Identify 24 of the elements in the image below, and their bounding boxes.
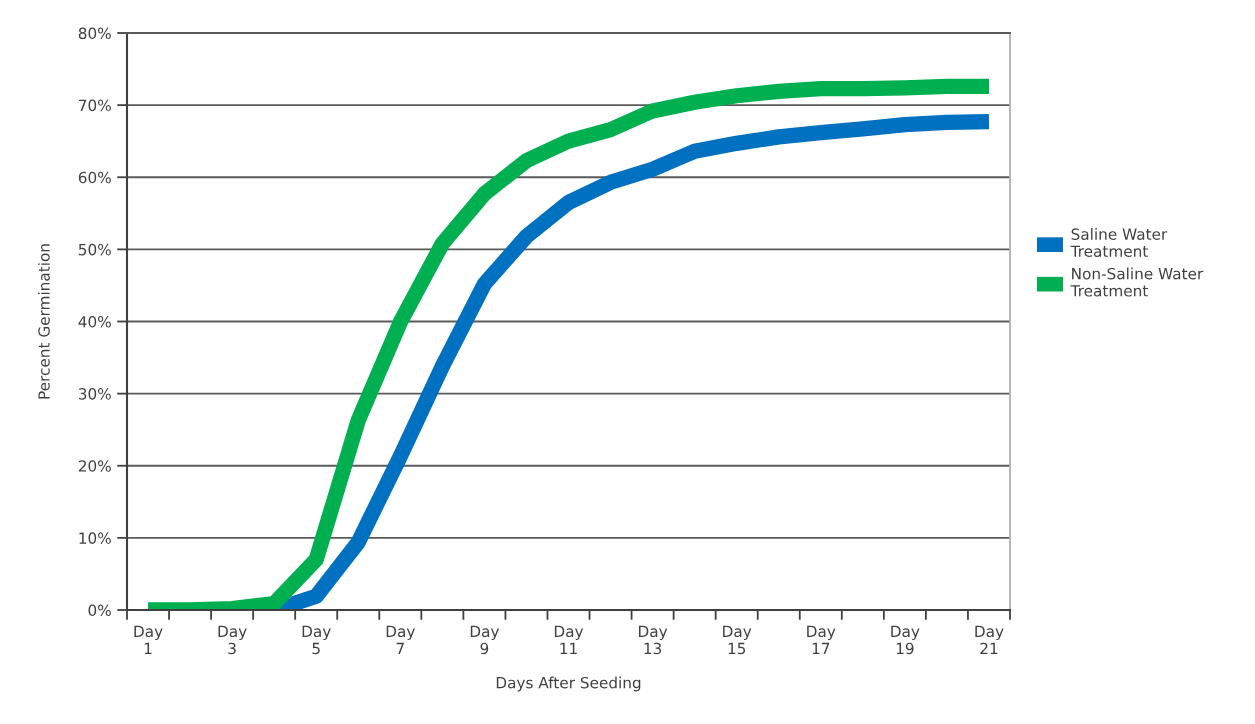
y-tick-label: 70% [79, 99, 111, 112]
y-tick-label: 30% [78, 388, 111, 400]
y-tick-label: 60% [78, 171, 111, 184]
y-tick-label: 80% [78, 27, 111, 40]
legend-label: Non-Saline Water Treatment [1070, 267, 1204, 297]
legend-label: Saline Water Treatment [1070, 228, 1168, 258]
y-tick-label: 20% [78, 460, 111, 472]
x-tick-label: Day 9 [470, 625, 500, 655]
x-tick-label: Day 19 [891, 625, 920, 655]
x-tick-label: Day 17 [807, 625, 836, 654]
y-axis-title: Percent Germination [37, 244, 50, 399]
y-tick-label: 50% [78, 243, 111, 256]
y-tick-label: 0% [88, 604, 111, 617]
x-axis-title: Days After Seeding [496, 676, 641, 692]
x-tick-label: Day 13 [639, 625, 668, 655]
x-tick-label: Day 21 [975, 625, 1004, 654]
x-tick-label: Day 1 [134, 625, 163, 654]
x-tick-label: Day 3 [218, 625, 247, 655]
y-tick-label: 40% [78, 315, 111, 328]
y-tick-label: 10% [79, 532, 111, 544]
x-tick-label: Day 7 [386, 625, 415, 654]
x-tick-label: Day 11 [554, 625, 584, 654]
x-tick-label: Day 15 [723, 625, 752, 655]
x-tick-label: Day 5 [302, 625, 331, 655]
